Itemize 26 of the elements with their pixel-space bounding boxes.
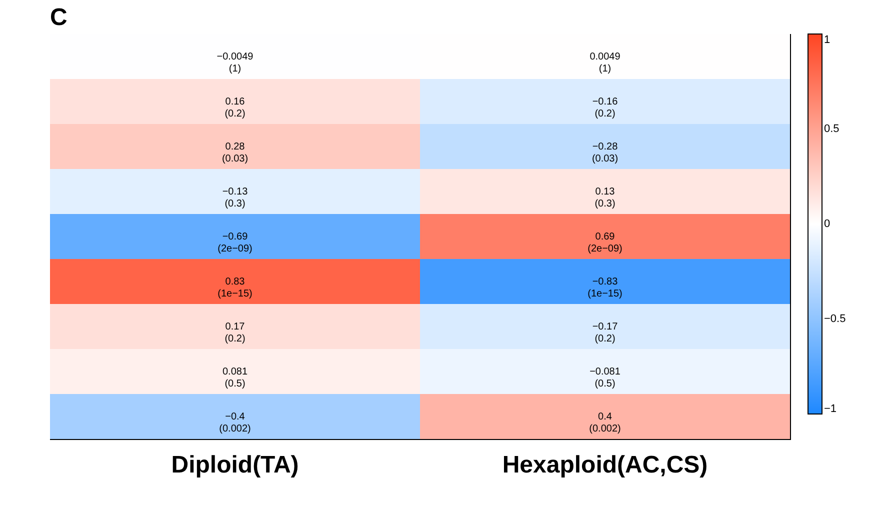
data-label: −0.16 (0.2) <box>592 96 618 120</box>
data-label: −0.13 (0.3) <box>222 186 248 210</box>
color-bar-label: −0.5 <box>824 313 846 325</box>
color-bar-label: 0.5 <box>824 123 840 135</box>
data-label: 0.17 (0.2) <box>224 322 246 344</box>
data-label: −0.4 (0.002) <box>219 412 251 434</box>
data-label: −0.0049 (1) <box>216 52 254 74</box>
data-label: 0.13 (0.3) <box>594 186 616 210</box>
data-label: −0.081 (0.5) <box>590 366 621 390</box>
data-label: −0.83 (1e−15) <box>588 276 622 300</box>
x-tick-label: Diploid(TA) <box>171 452 299 478</box>
color-bar-label: 0 <box>824 218 830 230</box>
data-label: 0.081 (0.5) <box>222 366 248 390</box>
data-label: 0.28 (0.03) <box>222 142 248 164</box>
color-bar-label: −1 <box>824 403 837 415</box>
x-tick-label: Hexaploid(AC,CS) <box>502 452 708 478</box>
data-label: 0.4 (0.002) <box>589 412 621 434</box>
data-label: 0.0049 (1) <box>590 52 621 74</box>
data-label: −0.17 (0.2) <box>592 322 618 344</box>
data-label: 0.69 (2e−09) <box>588 232 622 254</box>
data-label: −0.28 (0.03) <box>592 142 618 164</box>
data-label: 0.16 (0.2) <box>224 96 246 120</box>
data-label: −0.69 (2e−09) <box>218 232 252 254</box>
data-label: 0.83 (1e−15) <box>218 276 252 300</box>
chart-title: C <box>50 4 68 31</box>
color-bar-label: 1 <box>824 34 830 46</box>
